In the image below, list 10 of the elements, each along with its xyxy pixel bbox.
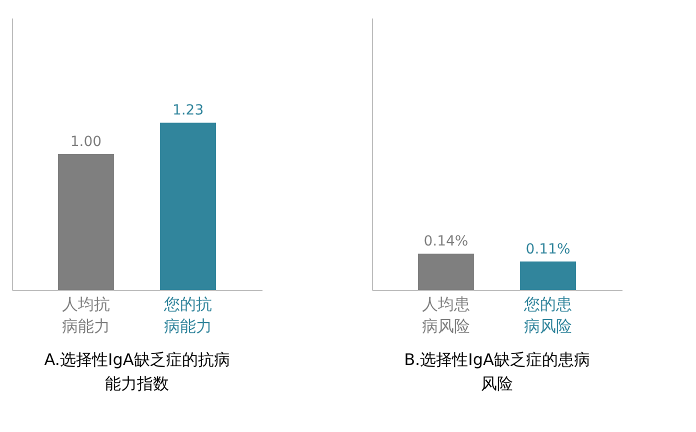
data-label: 0.11%	[526, 242, 570, 258]
x-tick-label: 您的抗病能力	[163, 294, 212, 336]
data-label: 1.23	[172, 102, 204, 119]
text: A.选择性IgA缺乏症的抗病能力指数	[44, 350, 230, 393]
text: B.选择性IgA缺乏症的患病风险	[404, 350, 590, 393]
data-label: 0.14%	[424, 234, 468, 250]
x-tick-label: 人均患病风险	[422, 294, 470, 336]
data-label: 1.00	[70, 134, 102, 150]
x-tick-label: 人均抗病能力	[62, 294, 110, 336]
x-tick-label: 您的患病风险	[523, 294, 572, 336]
